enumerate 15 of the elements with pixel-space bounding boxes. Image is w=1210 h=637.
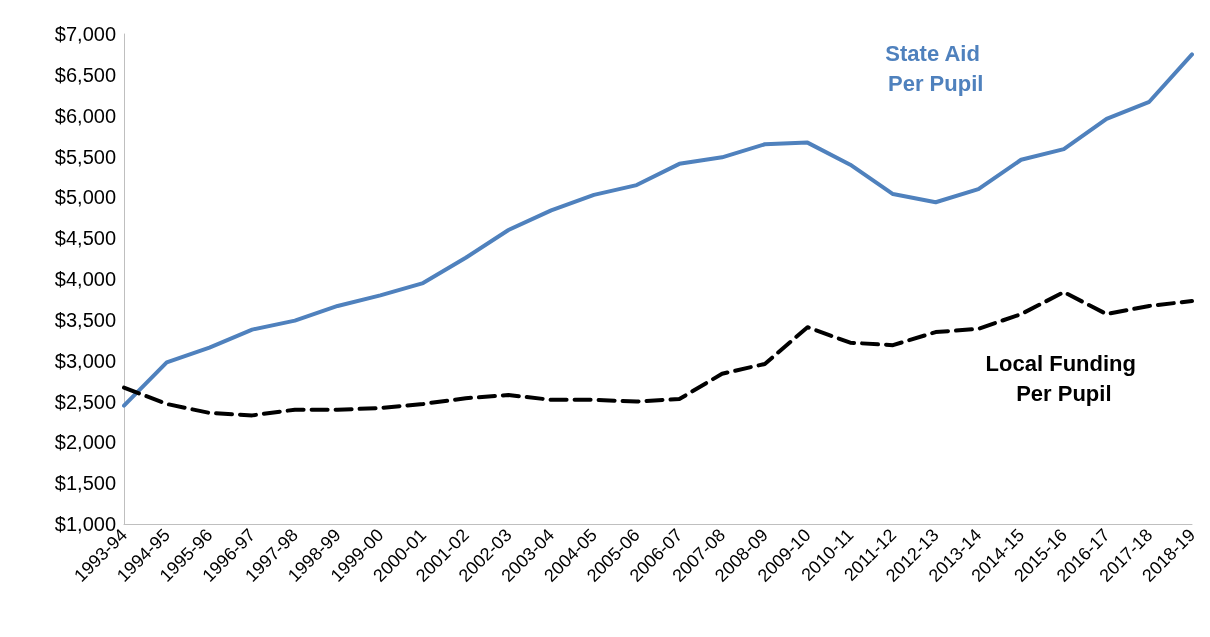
y-tick-label: $7,000 [54,23,116,45]
line-series [122,290,1194,418]
text: State Aid Per Pupil [885,40,987,96]
y-tick-label: $6,500 [54,63,116,86]
y-tick-label: $5,000 [54,186,116,209]
y-tick-label: $3,000 [54,349,116,372]
series-label: Local Funding Per Pupil [985,350,1143,406]
y-tick-label: $5,500 [54,145,116,168]
y-tick-label: $4,500 [54,227,116,250]
y-tick-label: $2,000 [54,431,116,454]
y-tick-label: $1,500 [54,472,116,495]
y-tick-label: $4,000 [54,268,116,290]
y-tick-label: $3,500 [54,308,116,331]
y-tick-label: $6,000 [54,104,116,127]
y-tick-label: $2,500 [54,390,116,413]
